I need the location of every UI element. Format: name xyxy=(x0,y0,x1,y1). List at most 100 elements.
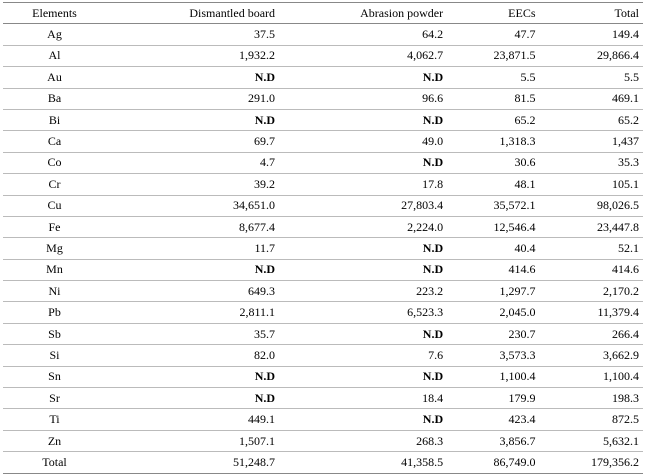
table-cell: Au xyxy=(3,66,106,89)
table-cell: N.D xyxy=(279,237,448,260)
table-cell: 423.4 xyxy=(447,408,540,431)
table-cell: 64.2 xyxy=(279,23,448,46)
table-cell: 179.9 xyxy=(447,387,540,410)
table-row: Al 1,932.2 4,062.7 23,871.5 29,866.4 xyxy=(3,45,643,68)
table-cell: Mg xyxy=(3,237,106,260)
table-cell: 2,045.0 xyxy=(447,301,540,324)
table-cell: 37.5 xyxy=(106,23,280,46)
table-cell: 96.6 xyxy=(279,88,448,110)
table-row: Ti 449.1 N.D 423.4 872.5 xyxy=(3,408,643,431)
table-cell: 4,062.7 xyxy=(279,45,448,68)
table-row: Ni 649.3 223.2 1,297.7 2,170.2 xyxy=(3,280,643,303)
table-cell: 223.2 xyxy=(279,280,448,303)
table-cell: 2,224.0 xyxy=(279,216,448,239)
table-cell: Sn xyxy=(3,366,106,389)
table-cell: Ba xyxy=(3,88,106,110)
table-cell: 268.3 xyxy=(279,430,448,453)
table-cell: 8,677.4 xyxy=(106,216,280,239)
table-row: Co 4.7 N.D 30.6 35.3 xyxy=(3,152,643,175)
table-body: Ag 37.5 64.2 47.7 149.4 Al 1,932.2 4,062.7 23,87… xyxy=(3,23,643,474)
table-row: Sb 35.7 N.D 230.7 266.4 xyxy=(3,323,643,346)
table-cell: Sb xyxy=(3,323,106,346)
table-row: Fe 8,677.4 2,224.0 12,546.4 23,447.8 xyxy=(3,216,643,239)
table-cell: 34,651.0 xyxy=(106,195,280,217)
table-row: Sr N.D 18.4 179.9 198.3 xyxy=(3,387,643,410)
table-cell: 27,803.4 xyxy=(279,195,448,217)
table-cell: 65.2 xyxy=(539,109,643,132)
table-cell: 49.0 xyxy=(279,130,448,153)
table-cell: 35,572.1 xyxy=(447,195,540,217)
table-cell: 6,523.3 xyxy=(279,301,448,324)
table-cell: Si xyxy=(3,344,106,367)
table-cell: N.D xyxy=(279,259,448,282)
table-cell: Cu xyxy=(3,195,106,217)
table-cell: 52.1 xyxy=(539,237,643,260)
table-cell: 12,546.4 xyxy=(447,216,540,239)
table-cell: N.D xyxy=(279,66,448,89)
table-cell: N.D xyxy=(106,366,280,389)
table-cell: 4.7 xyxy=(106,152,280,175)
table-cell: Zn xyxy=(3,430,106,453)
table-row: Zn 1,507.1 268.3 3,856.7 5,632.1 xyxy=(3,430,643,453)
table-cell: Mn xyxy=(3,259,106,282)
table-row: Cr 39.2 17.8 48.1 105.1 xyxy=(3,173,643,196)
table-cell: 291.0 xyxy=(106,88,280,110)
table-cell: 149.4 xyxy=(539,23,643,46)
table-cell: N.D xyxy=(106,259,280,282)
table-cell: N.D xyxy=(279,152,448,175)
table-cell: 48.1 xyxy=(447,173,540,196)
table-cell: Co xyxy=(3,152,106,175)
table-cell: Al xyxy=(3,45,106,68)
column-header: Total xyxy=(539,1,643,25)
table-cell: N.D xyxy=(279,408,448,431)
table-cell: 198.3 xyxy=(539,387,643,410)
table-cell: 81.5 xyxy=(447,88,540,110)
table-cell: 1,932.2 xyxy=(106,45,280,68)
table-row: Cu 34,651.0 27,803.4 35,572.1 98,026.5 xyxy=(3,195,643,217)
table-cell: 40.4 xyxy=(447,237,540,260)
table-cell: N.D xyxy=(279,323,448,346)
table-cell: 69.7 xyxy=(106,130,280,153)
table-cell: 5.5 xyxy=(447,66,540,89)
table-cell: 98,026.5 xyxy=(539,195,643,217)
table-cell: 1,100.4 xyxy=(447,366,540,389)
table-cell: 47.7 xyxy=(447,23,540,46)
table-cell: 18.4 xyxy=(279,387,448,410)
table-cell: 11,379.4 xyxy=(539,301,643,324)
table-row: Ba 291.0 96.6 81.5 469.1 xyxy=(3,88,643,110)
table-row: Au N.D N.D 5.5 5.5 xyxy=(3,66,643,89)
table-cell: 65.2 xyxy=(447,109,540,132)
table-row: Pb 2,811.1 6,523.3 2,045.0 11,379.4 xyxy=(3,301,643,324)
table-cell: 30.6 xyxy=(447,152,540,175)
table-row: Ca 69.7 49.0 1,318.3 1,437 xyxy=(3,130,643,153)
column-header: Elements xyxy=(3,1,106,25)
table-cell: N.D xyxy=(106,387,280,410)
table-cell: 5.5 xyxy=(539,66,643,89)
table-cell: 5,632.1 xyxy=(539,430,643,453)
table-cell: 266.4 xyxy=(539,323,643,346)
table-cell: Pb xyxy=(3,301,106,324)
table-cell: 3,662.9 xyxy=(539,344,643,367)
table-cell: Bi xyxy=(3,109,106,132)
table-cell: 39.2 xyxy=(106,173,280,196)
table-cell: 23,871.5 xyxy=(447,45,540,68)
table-cell: 105.1 xyxy=(539,173,643,196)
table-cell: 1,100.4 xyxy=(539,366,643,389)
table-cell: 23,447.8 xyxy=(539,216,643,239)
table-cell: 35.7 xyxy=(106,323,280,346)
table-row: Si 82.0 7.6 3,573.3 3,662.9 xyxy=(3,344,643,367)
table-row: Ag 37.5 64.2 47.7 149.4 xyxy=(3,23,643,46)
table-cell: 1,437 xyxy=(539,130,643,153)
table-cell: 469.1 xyxy=(539,88,643,110)
column-header: Abrasion powder xyxy=(279,1,448,25)
table-cell: 1,507.1 xyxy=(106,430,280,453)
table-cell: N.D xyxy=(279,109,448,132)
header-row: Elements Dismantled board Abrasion powder E… xyxy=(3,1,643,25)
table-cell: 29,866.4 xyxy=(539,45,643,68)
data-table: Elements Dismantled board Abrasion powder E… xyxy=(3,1,643,474)
table-cell: 35.3 xyxy=(539,152,643,175)
table-cell: Cr xyxy=(3,173,106,196)
table-cell: 414.6 xyxy=(447,259,540,282)
table-cell: 414.6 xyxy=(539,259,643,282)
